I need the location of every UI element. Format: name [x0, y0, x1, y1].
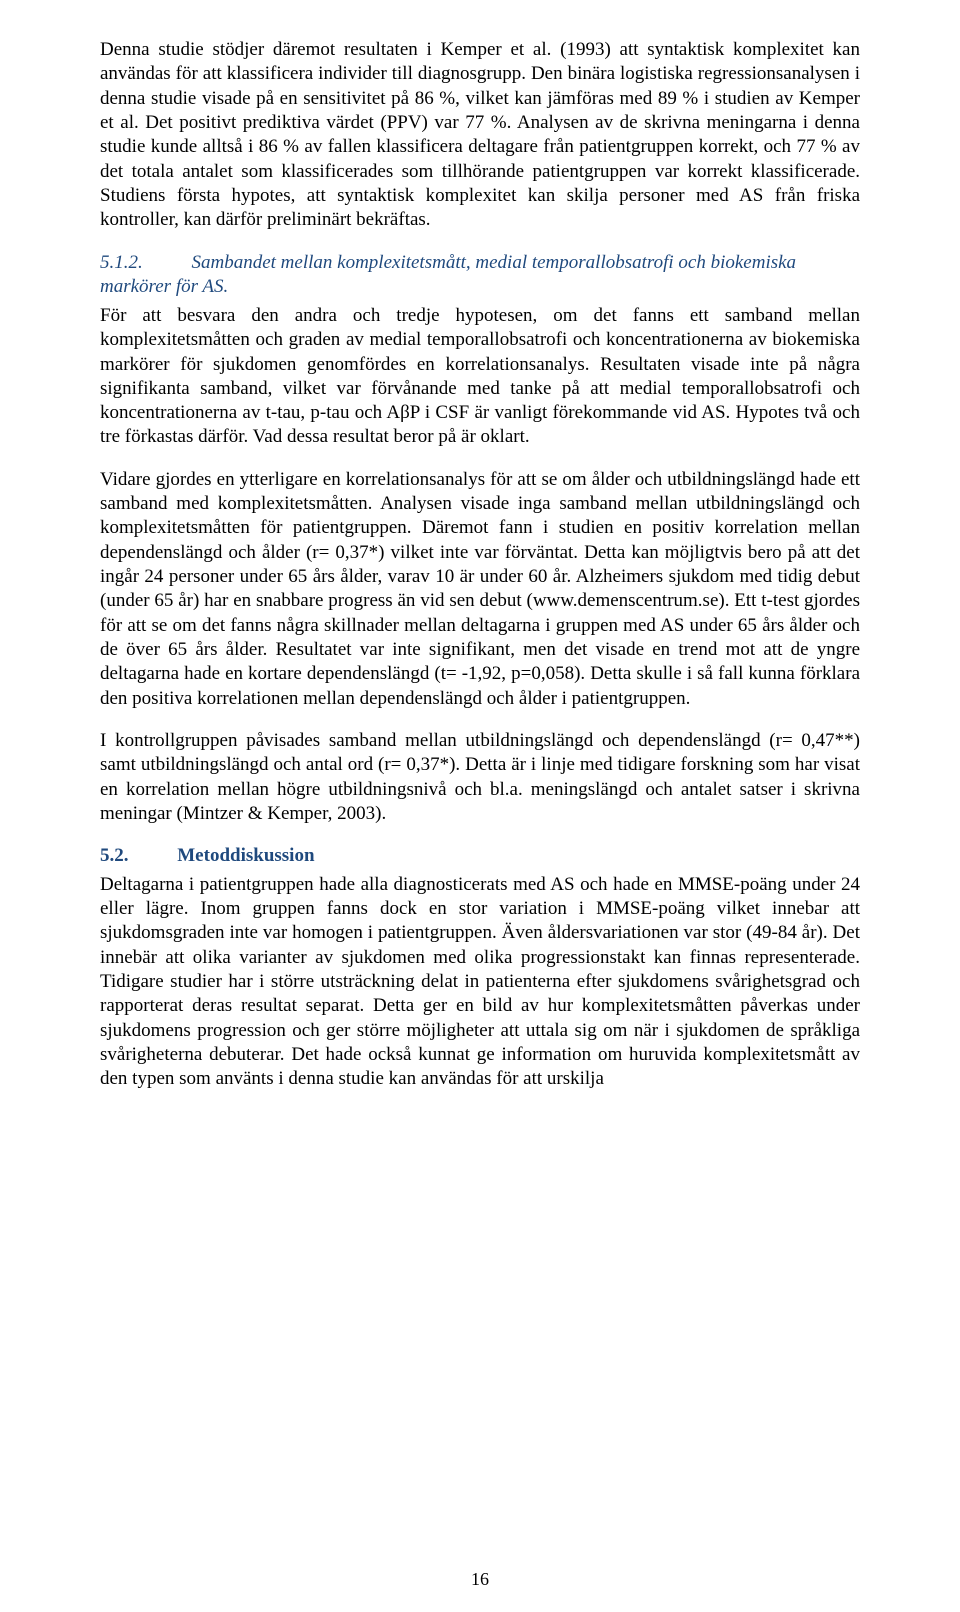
paragraph-control-group: I kontrollgruppen påvisades samband mell…	[100, 729, 860, 826]
heading-title: Sambandet mellan komplexitetsmått, media…	[100, 252, 796, 298]
paragraph-method-discussion: Deltagarna i patientgruppen hade alla di…	[100, 873, 860, 1092]
paragraph-intro: Denna studie stödjer däremot resultaten …	[100, 38, 860, 233]
paragraph-correlation-age: Vidare gjordes en ytterligare en korrela…	[100, 468, 860, 711]
section-heading-5-2: 5.2. Metoddiskussion	[100, 844, 860, 869]
page-number: 16	[0, 1569, 960, 1590]
document-page: Denna studie stödjer däremot resultaten …	[0, 0, 960, 1612]
heading-number: 5.1.2.	[100, 252, 143, 273]
paragraph-hypothesis: För att besvara den andra och tredje hyp…	[100, 304, 860, 450]
section-heading-5-1-2: 5.1.2. Sambandet mellan komplexitetsmått…	[100, 251, 860, 300]
heading-title: Metoddiskussion	[133, 845, 314, 866]
heading-number: 5.2.	[100, 845, 129, 866]
